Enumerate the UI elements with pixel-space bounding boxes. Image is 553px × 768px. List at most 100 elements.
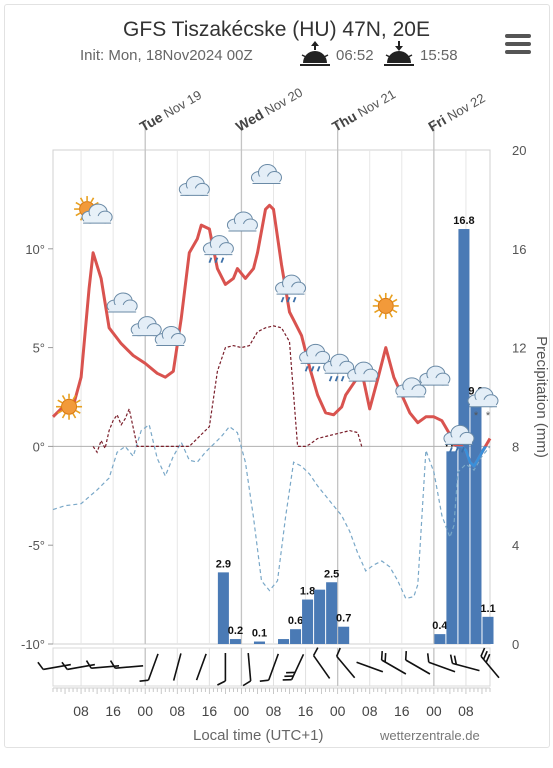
cloud-rain-icon — [275, 274, 307, 303]
temperature-line-below-zero — [454, 446, 488, 468]
cloud-icon — [395, 377, 427, 398]
partly-sunny-icon — [74, 196, 113, 224]
x-tick-label: 08 — [169, 703, 185, 719]
precip-bar — [434, 634, 446, 644]
precip-bar — [338, 626, 350, 644]
precip-bar — [446, 451, 458, 644]
wind-barb — [61, 661, 95, 671]
x-tick-label: 08 — [362, 703, 378, 719]
credit-text: wetterzentrale.de — [380, 728, 480, 743]
temperature-line — [51, 203, 492, 468]
wind-strip — [52, 647, 491, 687]
cloud-icon — [106, 292, 138, 313]
x-tick-label: 16 — [394, 703, 410, 719]
x-tick-label: 08 — [458, 703, 474, 719]
sunset-time: 15:58 — [420, 47, 458, 64]
day-label: Thu Nov 21 — [329, 86, 398, 135]
cloud-icon — [419, 365, 451, 386]
sunset-icon — [382, 41, 416, 67]
precip-bar — [278, 639, 290, 644]
x-tick-label: 16 — [105, 703, 121, 719]
wind-barb — [282, 653, 305, 681]
x-tick-label: 00 — [137, 703, 153, 719]
y-tick-label: 0° — [33, 439, 45, 454]
wind-barb — [312, 647, 331, 679]
x-tick-label: 08 — [266, 703, 282, 719]
x-tick-label: 08 — [73, 703, 89, 719]
precip-label: 0.6 — [288, 615, 303, 627]
wind-barb — [172, 653, 182, 681]
precip-bar — [302, 599, 314, 644]
precip-label: 0.1 — [252, 628, 267, 640]
wind-barb — [217, 653, 227, 686]
x-axis-label: Local time (UTC+1) — [193, 727, 324, 744]
precip-bar — [229, 639, 241, 644]
day-label: Tue Nov 19 — [137, 86, 204, 134]
cloud-rain-icon — [323, 353, 355, 382]
x-tick-label: 00 — [330, 703, 346, 719]
cloud-snow-icon: * * — [467, 387, 499, 422]
cloud-rain-icon — [202, 235, 234, 263]
cloud-icon — [178, 175, 210, 196]
wind-barb — [242, 652, 252, 687]
precip-label: 2.9 — [216, 558, 231, 570]
precip-label: 0.4 — [432, 620, 448, 632]
y2-axis-label: Precipitation (mm) — [533, 336, 550, 458]
cloud-icon — [347, 361, 379, 382]
svg-text:*: * — [486, 410, 491, 422]
x-tick-label: 00 — [234, 703, 250, 719]
y2-tick-label: 8 — [512, 439, 519, 454]
day-label: Fri Nov 22 — [425, 89, 487, 134]
precip-bar — [470, 399, 482, 644]
svg-text:*: * — [474, 410, 479, 422]
y-tick-label: 5° — [33, 341, 45, 356]
wind-barb — [404, 651, 431, 675]
precip-label: 2.5 — [324, 568, 339, 580]
y-tick-label: -5° — [28, 538, 45, 553]
precip-bar — [314, 589, 326, 644]
x-tick-label: 00 — [426, 703, 442, 719]
precip-bar — [326, 582, 338, 644]
cloud-rain-icon — [299, 343, 331, 372]
chart-frame — [4, 4, 550, 748]
sunrise-icon — [298, 41, 332, 67]
sun-icon — [372, 292, 399, 319]
day-label: Wed Nov 20 — [233, 84, 305, 135]
y2-tick-label: 12 — [512, 341, 526, 356]
wind-barb — [109, 660, 144, 670]
wind-barb — [380, 651, 407, 675]
init-time: Init: Mon, 18Nov2024 00Z — [80, 47, 253, 64]
x-tick-label: 16 — [202, 703, 218, 719]
precip-label: 1.1 — [480, 603, 495, 615]
y-tick-label: -10° — [21, 637, 45, 652]
hamburger-menu-icon[interactable] — [505, 34, 531, 56]
t850-line — [92, 325, 363, 454]
cloud-icon — [226, 211, 258, 232]
wind-barb — [259, 653, 280, 682]
precip-bar — [290, 629, 302, 644]
sun-icon — [56, 393, 83, 420]
precip-label: 1.8 — [300, 586, 315, 598]
wind-barb — [139, 653, 159, 682]
precip-label: 0.2 — [228, 625, 243, 637]
wind-barb — [426, 653, 456, 673]
precip-label: 0.7 — [336, 613, 351, 625]
y-tick-label: 10° — [25, 242, 45, 257]
x-tick-label: 16 — [298, 703, 314, 719]
precip-label: 16.8 — [453, 215, 474, 227]
y2-tick-label: 0 — [512, 637, 519, 652]
y2-tick-label: 16 — [512, 242, 526, 257]
cloud-rain-icon — [443, 424, 475, 453]
chart-title: GFS Tiszakécske (HU) 47N, 20E — [123, 18, 430, 41]
wind-barb — [480, 647, 500, 679]
y2-tick-label: 4 — [512, 538, 519, 553]
wind-barb — [356, 661, 384, 673]
wind-barb — [37, 661, 71, 671]
cloud-icon — [154, 326, 186, 347]
wind-barb — [449, 654, 480, 672]
y2-tick-label: 20 — [512, 143, 526, 158]
dewpoint-line — [52, 423, 491, 600]
sunrise-time: 06:52 — [336, 47, 374, 64]
wind-barb — [335, 647, 356, 679]
cloud-icon — [250, 164, 282, 185]
